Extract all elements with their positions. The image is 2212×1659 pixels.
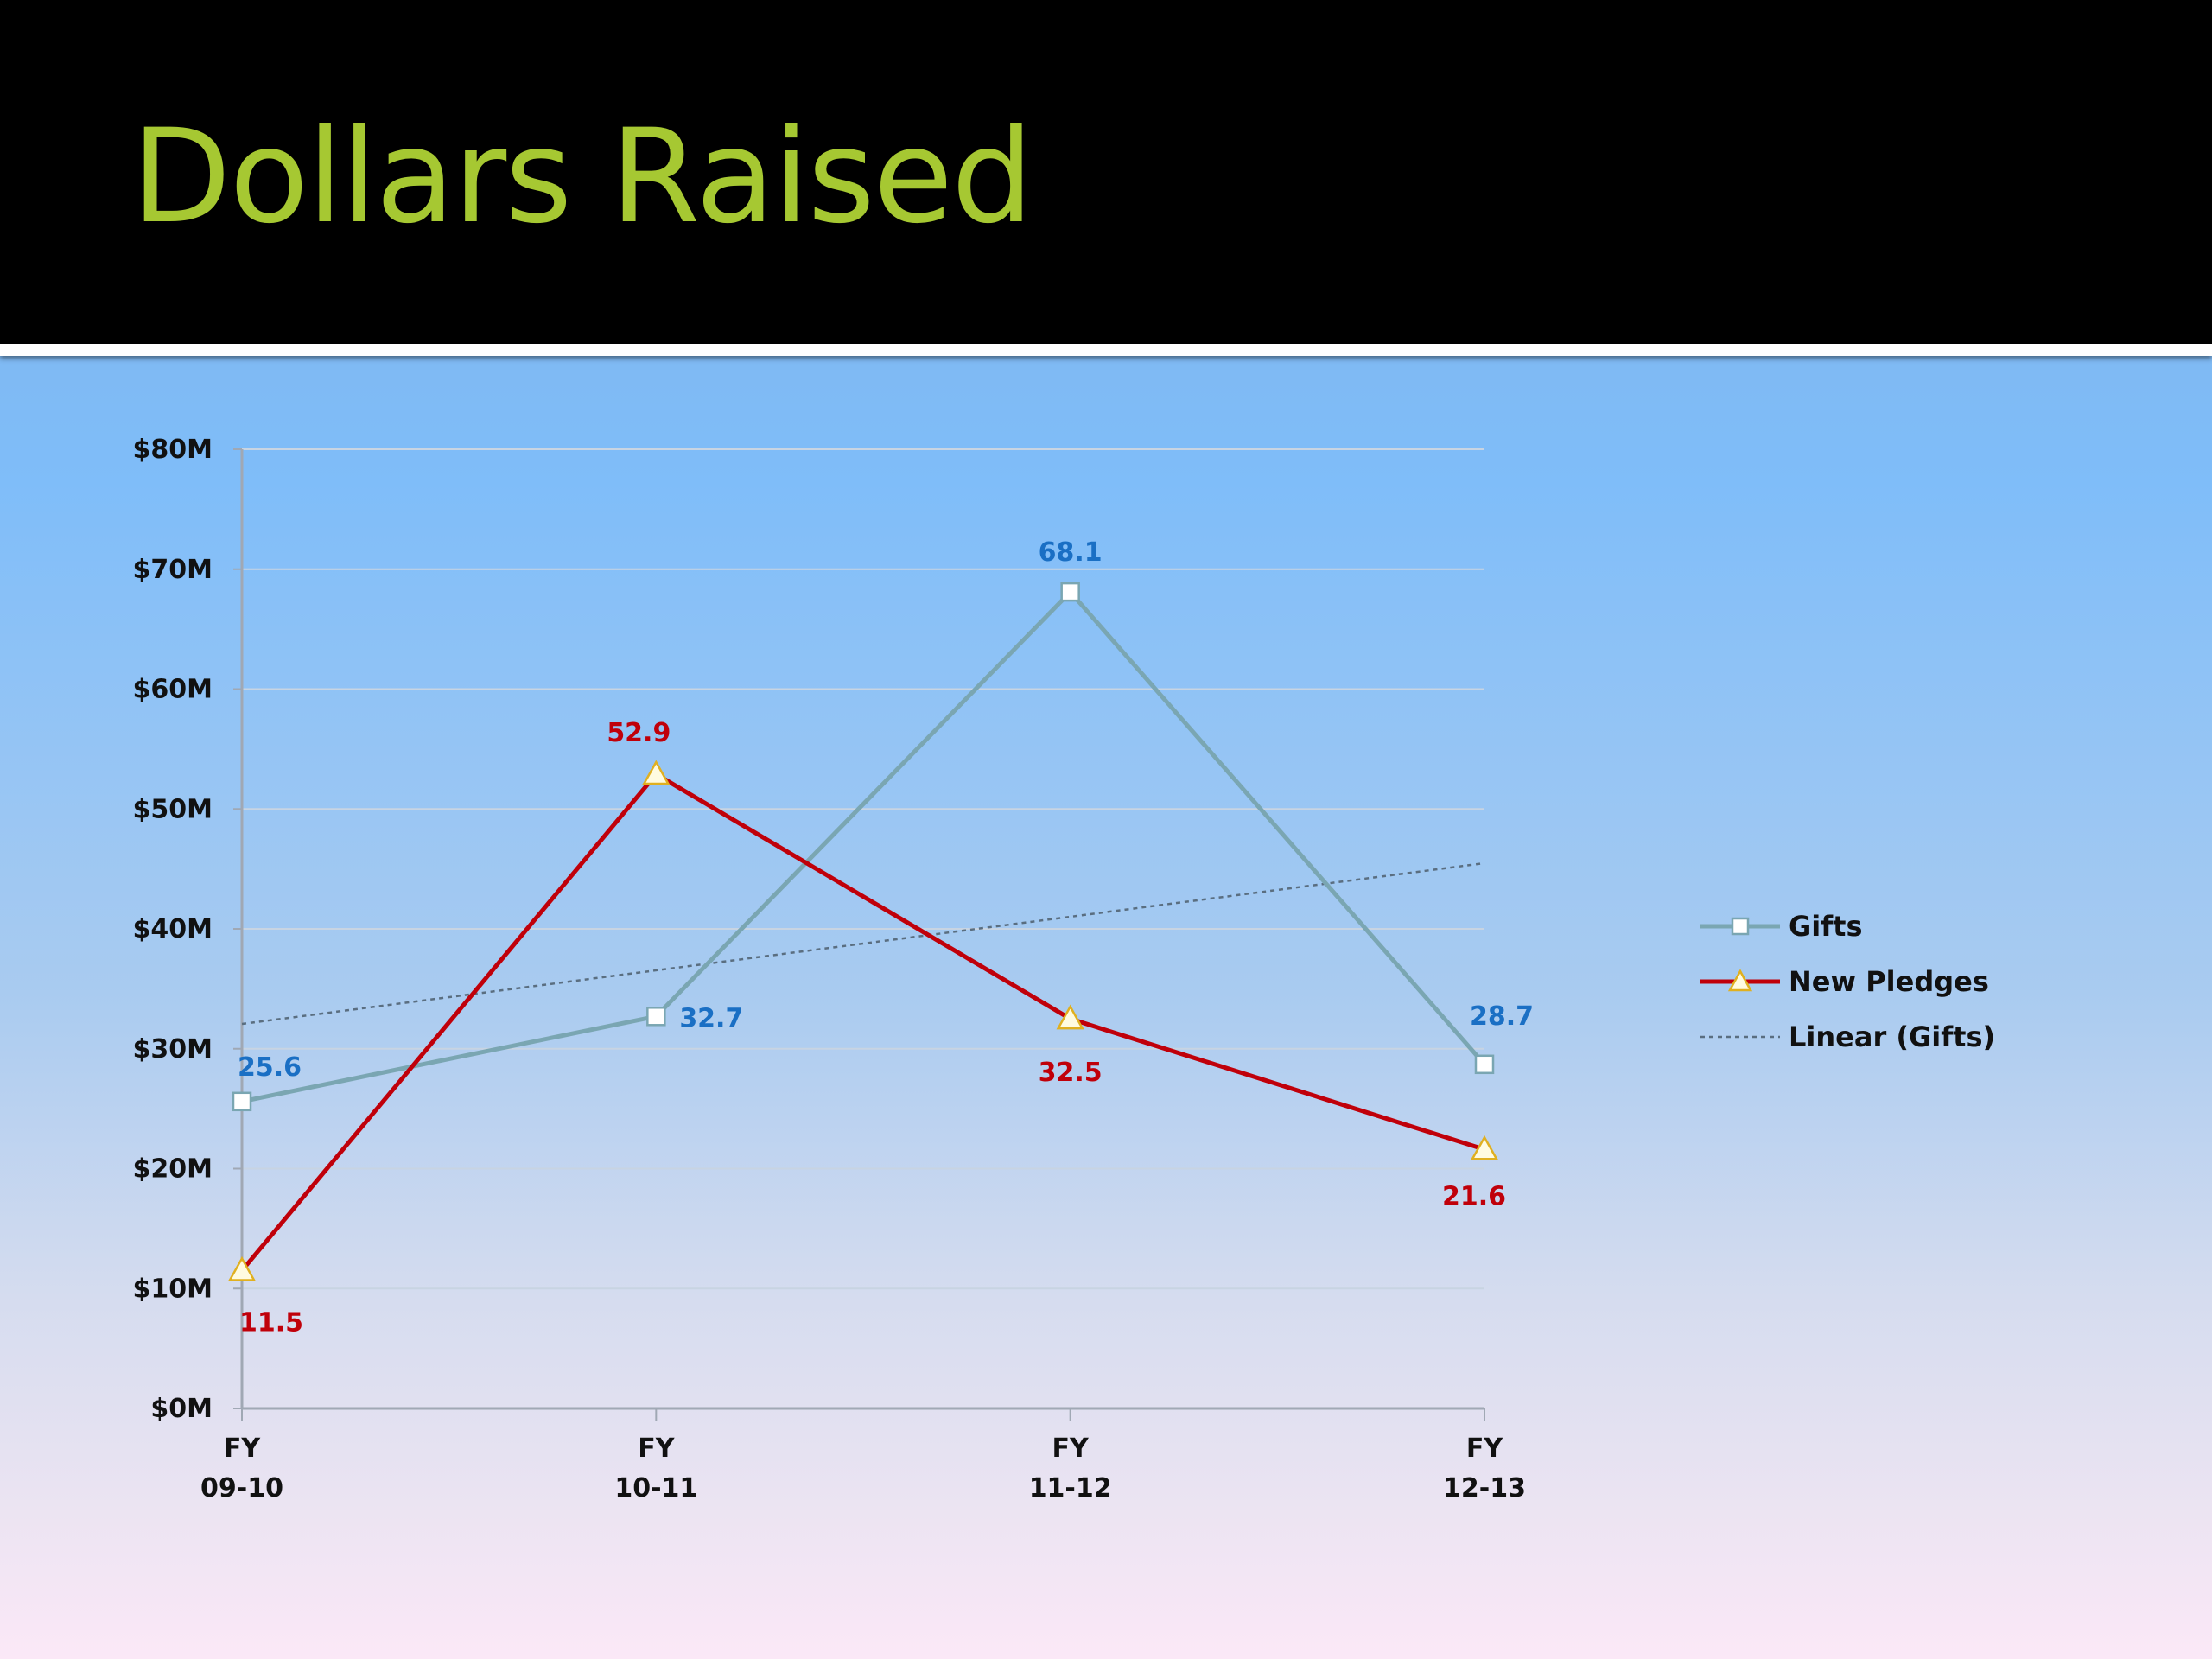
data-label-new-pledges: 11.5 xyxy=(239,1307,303,1338)
data-label-new-pledges: 21.6 xyxy=(1442,1181,1506,1211)
data-point-new-pledges xyxy=(1056,1004,1084,1030)
y-tick-label: $20M xyxy=(133,1154,213,1185)
data-labels: 25.6 32.7 68.1 28.7 11.5 52.9 32.5 21.6 xyxy=(238,537,1534,1338)
legend-marker-gifts xyxy=(1731,917,1750,936)
data-point-new-pledges xyxy=(642,760,671,785)
y-tick-label: $30M xyxy=(133,1034,213,1065)
y-tick-label: $80M xyxy=(133,435,213,465)
x-axis-labels: FY 09-10 FY 10-11 FY 11-12 FY 12-13 xyxy=(200,1433,1526,1503)
data-label-gifts: 68.1 xyxy=(1039,537,1103,568)
data-point-gifts xyxy=(1474,1054,1495,1075)
x-tick-label: 12-13 xyxy=(1443,1473,1526,1503)
data-label-new-pledges: 32.5 xyxy=(1039,1058,1103,1088)
data-label-new-pledges: 52.9 xyxy=(607,718,671,748)
data-point-gifts xyxy=(232,1091,252,1112)
series-line-gifts xyxy=(241,589,1486,1104)
y-tick-label: $50M xyxy=(133,794,213,824)
data-point-new-pledges xyxy=(1470,1135,1499,1160)
y-tick-label: $0M xyxy=(150,1394,213,1424)
data-label-gifts: 25.6 xyxy=(238,1052,302,1083)
data-point-gifts xyxy=(1060,582,1080,602)
y-axis-labels: $0M $10M $20M $30M $40M $50M $60M $70M $80M xyxy=(133,435,213,1424)
chart-gridlines xyxy=(242,448,1484,1290)
x-tick-label: 09-10 xyxy=(200,1473,283,1503)
title-bar xyxy=(0,0,2212,344)
y-tick-label: $70M xyxy=(133,555,213,585)
x-tick-label: 10-11 xyxy=(614,1473,697,1503)
trendline-layer xyxy=(241,861,1485,1026)
x-tick-label: 11-12 xyxy=(1029,1473,1112,1503)
legend-label-linear-gifts: Linear (Gifts) xyxy=(1789,1020,1995,1053)
title-divider xyxy=(0,344,2212,356)
data-point-new-pledges xyxy=(227,1255,257,1281)
data-point-gifts xyxy=(646,1007,666,1027)
chart-legend: Gifts New Pledges Linear (Gifts) xyxy=(1700,910,1995,1053)
y-tick-label: $10M xyxy=(133,1274,213,1304)
trendline-gifts xyxy=(241,861,1485,1026)
legend-label-gifts: Gifts xyxy=(1789,910,1863,943)
legend-marker-new-pledges xyxy=(1727,969,1753,992)
y-tick-label: $60M xyxy=(133,675,213,705)
legend-label-new-pledges: New Pledges xyxy=(1789,965,1989,998)
series-line-new-pledges xyxy=(240,772,1485,1273)
chart-axes xyxy=(233,448,1485,1421)
slide-title: Dollars Raised xyxy=(131,102,1033,252)
series-layer xyxy=(227,582,1499,1281)
x-tick-label: FY xyxy=(224,1433,261,1464)
data-label-gifts: 32.7 xyxy=(679,1003,743,1033)
x-tick-label: FY xyxy=(638,1433,675,1464)
x-tick-label: FY xyxy=(1052,1433,1090,1464)
x-tick-label: FY xyxy=(1466,1433,1503,1464)
data-label-gifts: 28.7 xyxy=(1470,1001,1534,1032)
y-tick-label: $40M xyxy=(133,914,213,944)
